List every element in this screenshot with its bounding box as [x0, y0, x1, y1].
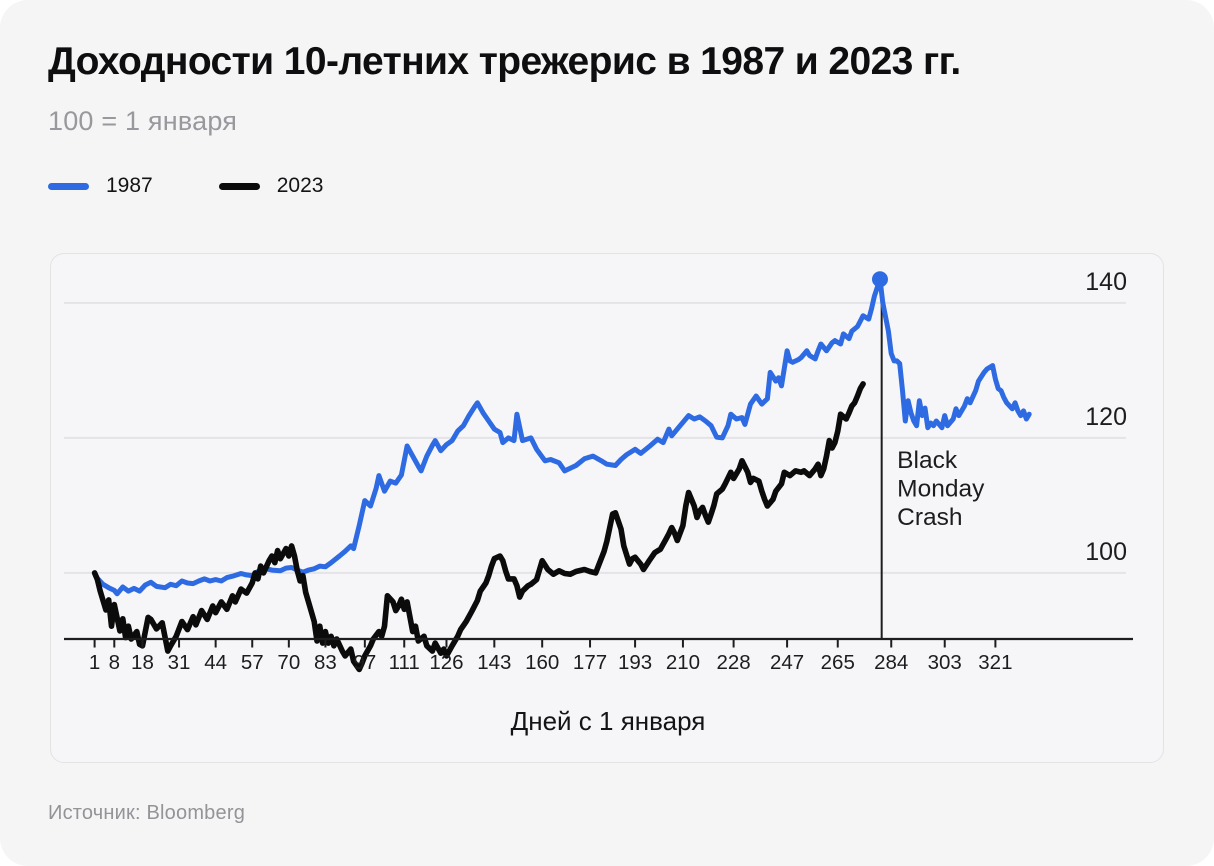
legend-label-2023: 2023: [276, 174, 324, 197]
x-tick-label-126: 126: [429, 651, 463, 674]
legend-item-2023: 2023: [218, 174, 324, 198]
chart-subtitle: 100 = 1 января: [48, 106, 238, 136]
x-tick-label-177: 177: [573, 651, 607, 674]
x-tick-label-228: 228: [716, 651, 750, 674]
legend-swatch-1987-icon: [48, 182, 89, 190]
x-tick-label-303: 303: [928, 651, 962, 674]
x-tick-label-70: 70: [277, 651, 300, 674]
x-tick-label-8: 8: [109, 651, 120, 674]
x-tick-label-83: 83: [314, 651, 337, 674]
x-axis-title: Дней с 1 января: [511, 706, 706, 736]
x-tick-label-160: 160: [525, 651, 559, 674]
x-tick-label-18: 18: [131, 651, 154, 674]
x-tick-label-1: 1: [89, 651, 100, 674]
x-tick-label-284: 284: [874, 651, 908, 674]
x-tick-label-210: 210: [666, 651, 700, 674]
peak-marker-dot: [871, 271, 888, 288]
legend: 1987 2023: [48, 174, 389, 198]
x-tick-label-44: 44: [204, 651, 227, 674]
x-tick-label-193: 193: [618, 651, 652, 674]
y-axis-label-120: 120: [1085, 403, 1127, 431]
annotation-line-0: Black: [897, 447, 958, 474]
x-tick-label-97: 97: [353, 651, 376, 674]
legend-swatch-2023-icon: [218, 182, 260, 190]
page-title: Доходности 10-летних трежерис в 1987 и 2…: [48, 40, 961, 83]
annotation-line-1: Monday: [897, 476, 985, 503]
legend-label-1987: 1987: [106, 174, 153, 197]
x-tick-label-31: 31: [168, 651, 191, 674]
x-tick-label-247: 247: [770, 651, 804, 674]
chart-panel: 100 120 140 1 8 18 31 44 57 70 83 97 111 126 143 160 177…: [50, 253, 1164, 763]
x-tick-label-111: 111: [389, 651, 420, 674]
series-line-1987: [92, 276, 1032, 597]
line-chart: 100 120 140 1 8 18 31 44 57 70 83 97 111 126 143 160 177…: [64, 268, 1133, 736]
x-tick-label-57: 57: [241, 651, 264, 674]
source-note: Источник: Bloomberg: [48, 802, 246, 824]
y-axis-label-140: 140: [1085, 268, 1127, 296]
x-tick-label-321: 321: [978, 651, 1012, 674]
legend-item-1987: 1987: [48, 174, 153, 198]
series-line-2023: [91, 381, 866, 673]
x-tick-label-143: 143: [477, 651, 511, 674]
y-axis-label-100: 100: [1085, 538, 1127, 566]
x-tick-label-265: 265: [821, 651, 855, 674]
annotation-line-2: Crash: [897, 504, 962, 531]
